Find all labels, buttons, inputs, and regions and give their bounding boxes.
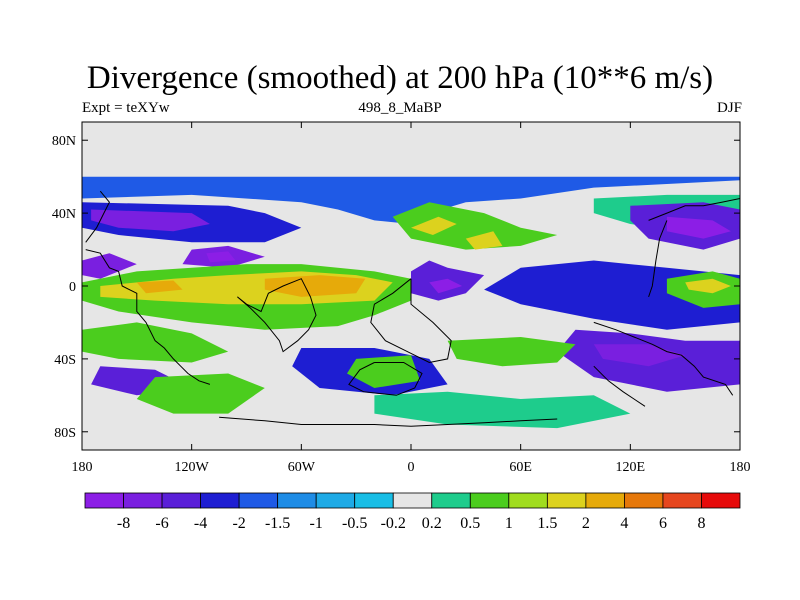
colorbar-label: -1.5 xyxy=(265,515,290,532)
season-label: DJF xyxy=(716,100,742,116)
divergence-region-20 xyxy=(685,278,731,294)
colorbar-swatch xyxy=(662,492,702,509)
divergence-region-24 xyxy=(82,322,229,363)
colorbar-swatch xyxy=(546,492,587,509)
coastline-4 xyxy=(593,321,734,396)
coastlines xyxy=(85,190,740,427)
colorbar-label: 1 xyxy=(505,515,513,532)
y-tick-label: 0 xyxy=(69,280,76,295)
colorbar-swatch xyxy=(624,492,664,509)
x-axis-ticks: 180 120W 60W 0 60E 120E 180 xyxy=(72,122,751,475)
colorbar-swatch xyxy=(123,492,163,509)
colorbar-label: -2 xyxy=(232,515,245,532)
colorbar-label: 6 xyxy=(659,515,667,532)
colorbar-swatch xyxy=(315,492,356,509)
y-tick-label: 40S xyxy=(54,353,76,368)
colorbar-label: -0.5 xyxy=(342,515,367,532)
colorbar-swatch xyxy=(84,492,124,509)
y-axis-ticks: 80N 40N 0 40S 80S xyxy=(52,134,740,441)
divergence-region-26 xyxy=(136,373,265,414)
x-tick-label: 120W xyxy=(175,460,210,475)
coastline-2 xyxy=(370,278,452,364)
colorbar-swatch xyxy=(238,492,279,509)
divergence-region-13 xyxy=(411,216,457,235)
colorbar-label: -1 xyxy=(310,515,323,532)
colorbar-label: 2 xyxy=(582,515,590,532)
colorbar-label: 8 xyxy=(697,515,705,532)
divergence-region-0 xyxy=(82,176,740,224)
experiment-id: 498_8_MaBP xyxy=(358,100,442,116)
chart-title: Divergence (smoothed) at 200 hPa (10**6 … xyxy=(86,60,714,96)
divergence-region-8 xyxy=(264,275,366,297)
coastline-0 xyxy=(85,249,211,385)
x-tick-label: 120E xyxy=(616,460,646,475)
y-tick-label: 80S xyxy=(54,426,76,441)
divergence-region-2 xyxy=(91,209,210,232)
x-tick-label: 0 xyxy=(408,460,415,475)
y-tick-label: 40N xyxy=(52,207,76,222)
colorbar-swatch xyxy=(200,492,240,509)
divergence-region-28 xyxy=(347,355,421,388)
coastline-5 xyxy=(593,365,646,407)
divergence-region-17 xyxy=(666,216,731,239)
experiment-label: Expt = teXYw xyxy=(82,100,170,116)
colorbar-label: 0.2 xyxy=(422,515,442,532)
x-tick-label: 60E xyxy=(509,460,532,475)
colorbar-swatch xyxy=(469,492,510,509)
colorbar-label: -8 xyxy=(117,515,130,532)
coastline-6 xyxy=(219,416,558,427)
coastline-1 xyxy=(237,278,317,353)
divergence-region-23 xyxy=(447,337,576,367)
colorbar-swatch xyxy=(431,492,471,509)
coastline-9 xyxy=(85,190,110,243)
colorbar-label: -0.2 xyxy=(381,515,406,532)
x-tick-label: 180 xyxy=(730,460,751,475)
colorbar-label: 4 xyxy=(620,515,628,532)
x-tick-label: 180 xyxy=(72,460,93,475)
colorbar-swatch xyxy=(161,492,201,509)
colorbar-swatch xyxy=(392,492,433,509)
y-tick-label: 80N xyxy=(52,134,76,149)
coastline-3 xyxy=(348,362,423,396)
colorbar-swatch xyxy=(508,492,548,509)
divergence-region-9 xyxy=(136,280,183,294)
x-tick-label: 60W xyxy=(288,460,316,475)
colorbar-label: 1.5 xyxy=(537,515,557,532)
colorbar-swatch xyxy=(585,492,625,509)
divergence-region-12 xyxy=(392,202,558,250)
divergence-region-14 xyxy=(465,231,503,250)
colorbar: -8 -6 -4 -2 -1.5 -1 -0.5 -0.2 0.2 0.5 1 1.5 2 4 6 8 xyxy=(84,492,741,532)
coastline-7 xyxy=(648,198,740,221)
divergence-region-11 xyxy=(429,278,463,294)
colorbar-swatch xyxy=(701,492,741,509)
contour-regions xyxy=(82,176,740,429)
colorbar-swatch xyxy=(354,492,394,509)
colorbar-label: -6 xyxy=(155,515,168,532)
coastline-8 xyxy=(648,220,668,298)
colorbar-label: -4 xyxy=(194,515,207,532)
divergence-region-4 xyxy=(206,251,236,263)
colorbar-label: 0.5 xyxy=(460,515,480,532)
divergence-region-5 xyxy=(82,253,137,279)
divergence-region-29 xyxy=(374,391,631,429)
colorbar-swatch xyxy=(277,492,317,509)
